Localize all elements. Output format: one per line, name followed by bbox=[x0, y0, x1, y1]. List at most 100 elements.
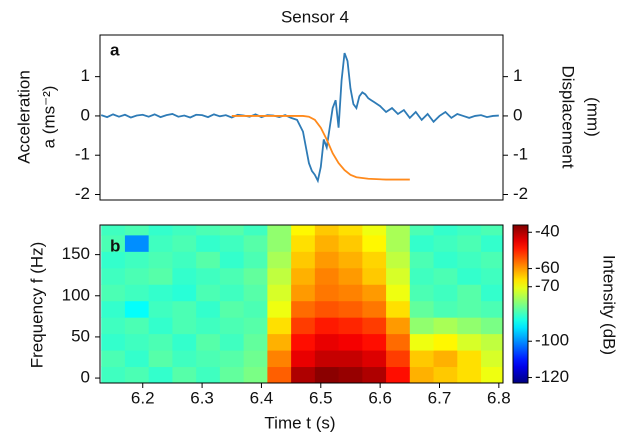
y2-axis-label: (mm) bbox=[584, 97, 603, 137]
heatmap-cell bbox=[386, 284, 411, 302]
heatmap-cell bbox=[409, 251, 435, 269]
heatmap-cell bbox=[386, 251, 411, 269]
heatmap-cell bbox=[267, 317, 292, 335]
heatmap-cell bbox=[291, 251, 316, 269]
heatmap-cell bbox=[101, 333, 126, 351]
x-tick-label: 6.3 bbox=[190, 388, 214, 407]
heatmap-cell bbox=[267, 350, 292, 368]
heatmap-cell bbox=[172, 251, 197, 269]
heatmap-cell bbox=[148, 267, 173, 285]
heatmap-cell bbox=[291, 300, 316, 318]
x-tick-label: 6.2 bbox=[131, 388, 155, 407]
data-line bbox=[100, 52, 499, 184]
heatmap-cell bbox=[172, 267, 197, 285]
heatmap-cell bbox=[481, 251, 503, 269]
y2-tick-label: -1 bbox=[513, 145, 528, 164]
heatmap-cell bbox=[291, 234, 316, 252]
heatmap-cell bbox=[338, 267, 363, 285]
heatmap-cell bbox=[481, 267, 503, 285]
panel-label: a bbox=[110, 40, 120, 59]
heatmap-cell bbox=[457, 267, 482, 285]
heatmap-cell bbox=[481, 350, 503, 368]
heatmap-cell bbox=[124, 350, 150, 368]
heatmap-cell bbox=[409, 225, 435, 236]
y-axis-label: Frequency f (Hz) bbox=[27, 242, 46, 369]
heatmap-cell bbox=[124, 251, 150, 269]
heatmap-cell bbox=[219, 251, 245, 269]
heatmap-cell bbox=[124, 225, 150, 236]
heatmap-cell bbox=[243, 234, 268, 252]
heatmap-cell bbox=[314, 225, 340, 236]
heatmap-cell bbox=[481, 366, 503, 383]
heatmap-cell bbox=[362, 366, 387, 383]
heatmap-cell bbox=[172, 234, 197, 252]
heatmap-cell bbox=[433, 317, 458, 335]
heatmap-cell bbox=[314, 234, 340, 252]
heatmap-cell bbox=[243, 251, 268, 269]
heatmap-cell bbox=[219, 333, 245, 351]
heatmap-cell bbox=[338, 300, 363, 318]
heatmap-cell bbox=[267, 284, 292, 302]
heatmap-cell bbox=[362, 267, 387, 285]
heatmap-cell bbox=[481, 333, 503, 351]
heatmap-cell bbox=[243, 350, 268, 368]
heatmap-cell bbox=[314, 251, 340, 269]
colorbar-tick-label: -70 bbox=[535, 276, 560, 295]
heatmap-cell bbox=[386, 350, 411, 368]
colorbar-tick-label: -120 bbox=[535, 367, 569, 386]
heatmap-cell bbox=[172, 225, 197, 236]
heatmap-cell bbox=[124, 284, 150, 302]
plot-frame bbox=[99, 34, 504, 201]
heatmap-cell bbox=[172, 300, 197, 318]
heatmap-cell bbox=[148, 350, 173, 368]
heatmap-cell bbox=[219, 350, 245, 368]
heatmap-cell bbox=[101, 317, 126, 335]
heatmap-cell bbox=[362, 251, 387, 269]
heatmap-cell bbox=[386, 317, 411, 335]
heatmap-cell bbox=[338, 317, 363, 335]
heatmap-cell bbox=[267, 267, 292, 285]
heatmap-cell bbox=[243, 284, 268, 302]
heatmap-cell bbox=[101, 366, 126, 383]
heatmap-cell bbox=[219, 300, 245, 318]
heatmap-cell bbox=[291, 284, 316, 302]
heatmap-cell bbox=[481, 225, 503, 236]
heatmap-cell bbox=[338, 284, 363, 302]
heatmap-cell bbox=[362, 225, 387, 236]
heatmap-cell bbox=[338, 350, 363, 368]
heatmap-cell bbox=[243, 366, 268, 383]
heatmap-cell bbox=[148, 317, 173, 335]
y-tick-label: 100 bbox=[62, 285, 90, 304]
heatmap-cell bbox=[386, 234, 411, 252]
heatmap-cell bbox=[457, 234, 482, 252]
heatmap-cell bbox=[101, 300, 126, 318]
y-tick-label: 0 bbox=[81, 368, 90, 387]
heatmap-cell bbox=[457, 333, 482, 351]
heatmap-cell bbox=[409, 350, 435, 368]
y2-tick-label: -2 bbox=[513, 184, 528, 203]
heatmap-cell bbox=[101, 284, 126, 302]
heatmap-cell bbox=[196, 234, 221, 252]
y2-tick-label: 1 bbox=[513, 66, 522, 85]
heatmap-cell bbox=[314, 300, 340, 318]
heatmap-cell bbox=[362, 333, 387, 351]
heatmap-cell bbox=[124, 267, 150, 285]
heatmap-cell bbox=[196, 284, 221, 302]
heatmap-cell bbox=[267, 300, 292, 318]
heatmap-cell bbox=[243, 317, 268, 335]
heatmap-cell bbox=[148, 251, 173, 269]
heatmap-cell bbox=[196, 333, 221, 351]
heatmap-cell bbox=[338, 225, 363, 236]
heatmap-cell bbox=[219, 366, 245, 383]
heatmap-cell bbox=[409, 366, 435, 383]
heatmap-cell bbox=[362, 234, 387, 252]
y2-axis-label: Displacement bbox=[559, 66, 578, 169]
heatmap-cell bbox=[433, 300, 458, 318]
heatmap-cell bbox=[362, 284, 387, 302]
heatmap-cell bbox=[433, 234, 458, 252]
heatmap-cell bbox=[219, 317, 245, 335]
x-tick-label: 6.8 bbox=[487, 388, 511, 407]
heatmap-cell bbox=[172, 366, 197, 383]
heatmap-cell bbox=[124, 333, 150, 351]
